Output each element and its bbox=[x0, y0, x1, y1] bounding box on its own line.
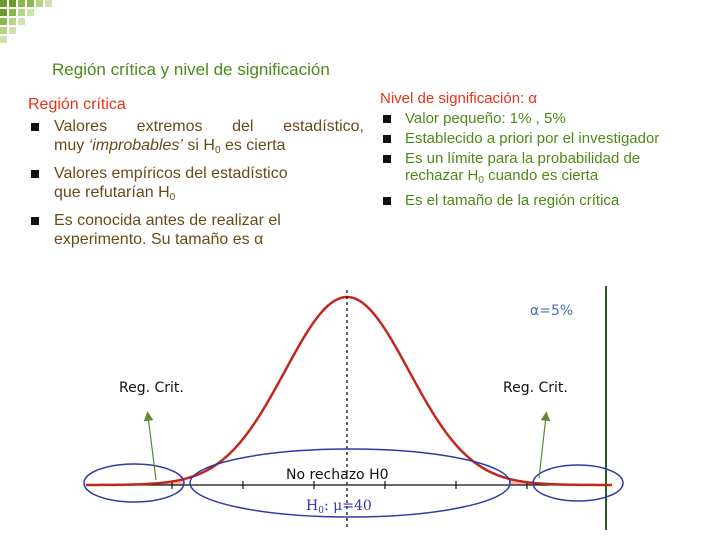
bullet-text: cuando es cierta bbox=[483, 167, 599, 184]
subscript: 0 bbox=[169, 192, 176, 203]
bullet-square-icon bbox=[383, 155, 391, 163]
significance-level-column: Nivel de significación: α Valor pequeño:… bbox=[380, 90, 725, 212]
bullet-square-icon bbox=[383, 115, 391, 123]
list-item: Valores extremos del estadístico, muy ‘i… bbox=[28, 117, 364, 160]
list-item: Valor pequeño: 1% , 5% bbox=[380, 110, 725, 127]
subscript: 0 bbox=[214, 145, 221, 156]
bullet-text: experimento. Su tamaño es α bbox=[54, 231, 264, 248]
left-region-label: Reg. Crit. bbox=[119, 380, 184, 396]
acceptance-ellipse bbox=[189, 448, 511, 518]
list-item: Establecido a priori por el investigador bbox=[380, 130, 725, 147]
bullet-text: es cierta bbox=[220, 137, 286, 154]
bullet-emphasis: ‘improbables’ bbox=[88, 137, 183, 154]
bullet-square-icon bbox=[31, 123, 39, 131]
right-region-arrow bbox=[538, 411, 551, 479]
critical-region-heading: Región crítica bbox=[28, 96, 126, 113]
critical-region-list: Valores extremos del estadístico, muy ‘i… bbox=[28, 117, 364, 249]
bullet-text: Es el tamaño de la región crítica bbox=[405, 192, 620, 209]
slide-title: Región crítica y nivel de significación bbox=[52, 60, 330, 79]
bullet-square-icon bbox=[31, 217, 39, 225]
left-tail-shade bbox=[140, 479, 185, 485]
significance-level-list: Valor pequeño: 1% , 5% Establecido a pri… bbox=[380, 110, 725, 209]
bell-curve bbox=[86, 295, 612, 487]
significance-level-heading: Nivel de significación: α bbox=[380, 90, 538, 107]
bullet-text: Valores empíricos del estadístico bbox=[54, 165, 288, 182]
acceptance-label: No rechazo H0 bbox=[286, 467, 389, 483]
bullet-text: Es un límite para la probabilidad de bbox=[405, 150, 641, 167]
bullet-text: Es conocida antes de realizar el bbox=[54, 212, 281, 229]
bullet-text: Establecido a priori por el investigador bbox=[405, 130, 660, 147]
subscript: 0 bbox=[478, 175, 484, 186]
bullet-text: Valor pequeño: 1% , 5% bbox=[405, 110, 566, 127]
list-item: Valores empíricos del estadístico que re… bbox=[28, 164, 364, 207]
critical-region-column: Región crítica Valores extremos del esta… bbox=[28, 96, 364, 253]
right-tail-shade bbox=[510, 479, 556, 485]
alpha-label: α=5% bbox=[530, 303, 573, 319]
list-item: Es conocida antes de realizar el experim… bbox=[28, 211, 364, 249]
right-critical-ellipse bbox=[532, 464, 624, 502]
bullet-text: si H bbox=[182, 137, 215, 154]
left-critical-ellipse bbox=[83, 463, 185, 503]
right-region-label: Reg. Crit. bbox=[503, 380, 568, 396]
list-item: Es el tamaño de la región crítica bbox=[380, 192, 725, 209]
bullet-text: que refutarían H bbox=[54, 184, 170, 201]
null-hypothesis-label: H0: μ=40 bbox=[306, 498, 372, 516]
bullet-square-icon bbox=[383, 197, 391, 205]
list-item: Es un límite para la probabilidad de rec… bbox=[380, 150, 725, 189]
left-region-arrow bbox=[143, 411, 157, 481]
bullet-text: Valores extremos del estadístico, bbox=[54, 118, 364, 135]
bullet-square-icon bbox=[383, 135, 391, 143]
bullet-text: rechazar H bbox=[405, 167, 479, 184]
corner-decoration bbox=[0, 0, 52, 43]
bullet-square-icon bbox=[31, 170, 39, 178]
bullet-text: muy bbox=[54, 137, 89, 154]
